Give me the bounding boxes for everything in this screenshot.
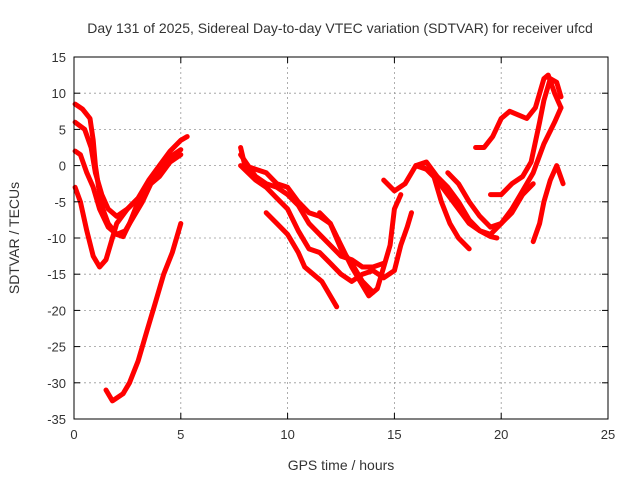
- series-track-j: [317, 210, 376, 295]
- y-tick-label: -5: [54, 195, 66, 210]
- series-track-c: [72, 148, 184, 237]
- y-tick-label: -30: [47, 376, 66, 391]
- series-track-g: [238, 152, 387, 270]
- x-tick-label: 0: [70, 427, 77, 442]
- x-tick-label: 10: [280, 427, 294, 442]
- y-tick-label: -10: [47, 231, 66, 246]
- series-track-l: [413, 159, 500, 241]
- series-track-d: [72, 184, 141, 270]
- series-track-e: [103, 221, 184, 404]
- y-axis-label: SDTVAR / TECUs: [6, 182, 22, 294]
- y-tick-label: -25: [47, 340, 66, 355]
- grid: [74, 57, 608, 419]
- chart-title: Day 131 of 2025, Sidereal Day-to-day VTE…: [87, 20, 593, 36]
- series-track-i: [263, 210, 340, 310]
- x-axis-ticks: 0 5 10 15 20 25: [70, 57, 615, 442]
- x-tick-label: 20: [494, 427, 508, 442]
- series-track-m: [417, 163, 472, 252]
- y-tick-label: -15: [47, 267, 66, 282]
- y-tick-label: -35: [47, 412, 66, 427]
- series-track-n: [445, 170, 536, 230]
- data-series: [72, 72, 566, 404]
- y-tick-label: 10: [52, 86, 66, 101]
- x-axis-label: GPS time / hours: [288, 457, 395, 473]
- x-tick-label: 5: [177, 427, 184, 442]
- series-track-h: [238, 163, 414, 284]
- x-tick-label: 15: [387, 427, 401, 442]
- x-tick-label: 25: [601, 427, 615, 442]
- y-tick-label: -20: [47, 303, 66, 318]
- series-track-p: [488, 76, 564, 198]
- series-track-q: [530, 163, 566, 245]
- y-tick-label: 15: [52, 50, 66, 65]
- y-tick-label: 0: [59, 159, 66, 174]
- y-axis-ticks: -35 -30 -25 -20 -15 -10 -5 0 5 10 15: [47, 50, 608, 427]
- y-tick-label: 5: [59, 122, 66, 137]
